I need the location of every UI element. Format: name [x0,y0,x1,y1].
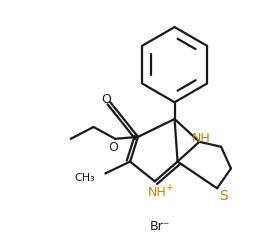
Text: NH: NH [147,185,166,198]
Text: S: S [219,188,227,202]
Text: O: O [108,141,118,154]
Text: O: O [101,92,111,105]
Text: NH: NH [192,132,211,145]
Text: +: + [165,182,173,192]
Text: CH₃: CH₃ [75,173,95,183]
Text: Br⁻: Br⁻ [150,220,170,232]
